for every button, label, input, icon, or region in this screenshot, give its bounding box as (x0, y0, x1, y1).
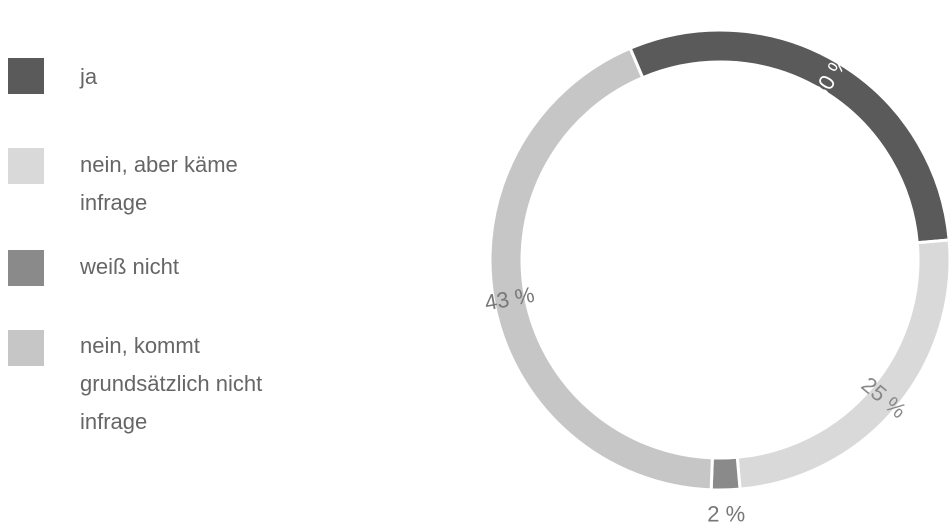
legend-label-nein-aber-kaeme-infrage: nein, aber käme infrage (80, 152, 238, 215)
legend-swatch-nein-aber-kaeme-infrage (8, 148, 44, 184)
donut-chart: 30 %25 %2 %43 % (483, 28, 949, 525)
chart-legend: ja nein, aber käme infrage weiß nicht ne… (0, 0, 340, 525)
data-label-weiss-nicht: 2 % (707, 501, 745, 525)
donut-slices (488, 28, 949, 492)
slice-nein-aber-kaeme-infrage (735, 238, 949, 491)
slice-weiss-nicht (709, 455, 742, 492)
legend-label-weiss-nicht: weiß nicht (80, 254, 180, 279)
legend-swatch-nein-kommt-nicht-infrage (8, 330, 44, 366)
legend-label-nein-kommt-nicht-infrage: nein, kommt grundsätzlich nicht infrage (80, 333, 263, 434)
legend-swatch-weiss-nicht (8, 250, 44, 286)
slice-ja (628, 28, 949, 245)
slice-nein-kommt-nicht-infrage (488, 46, 714, 492)
legend-label-ja: ja (80, 64, 98, 89)
legend-swatch-ja (8, 58, 44, 94)
